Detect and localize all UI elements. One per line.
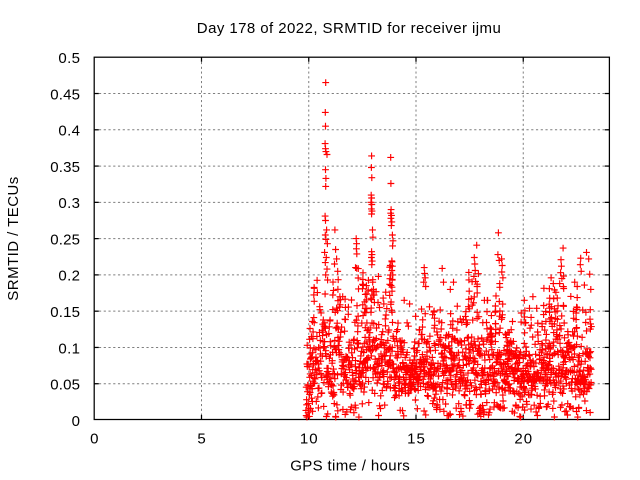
svg-text:5: 5: [197, 431, 205, 448]
svg-text:0.5: 0.5: [58, 50, 80, 67]
svg-text:0.2: 0.2: [58, 268, 80, 285]
svg-text:15: 15: [407, 431, 425, 448]
svg-text:Day 178 of 2022, SRMTID for re: Day 178 of 2022, SRMTID for receiver ijm…: [197, 20, 501, 37]
svg-text:0.4: 0.4: [58, 123, 80, 140]
svg-text:0.05: 0.05: [50, 377, 80, 394]
svg-text:20: 20: [514, 431, 532, 448]
svg-text:0.15: 0.15: [50, 304, 80, 321]
svg-text:0.45: 0.45: [50, 86, 80, 103]
svg-text:0.25: 0.25: [50, 231, 80, 248]
svg-text:0: 0: [72, 413, 80, 430]
svg-text:0.1: 0.1: [58, 340, 80, 357]
svg-text:0: 0: [90, 431, 98, 448]
svg-text:0.3: 0.3: [58, 195, 80, 212]
svg-text:GPS time / hours: GPS time / hours: [290, 458, 410, 475]
svg-text:10: 10: [300, 431, 318, 448]
svg-text:SRMTID / TECUs: SRMTID / TECUs: [5, 177, 22, 301]
svg-text:0.35: 0.35: [50, 159, 80, 176]
